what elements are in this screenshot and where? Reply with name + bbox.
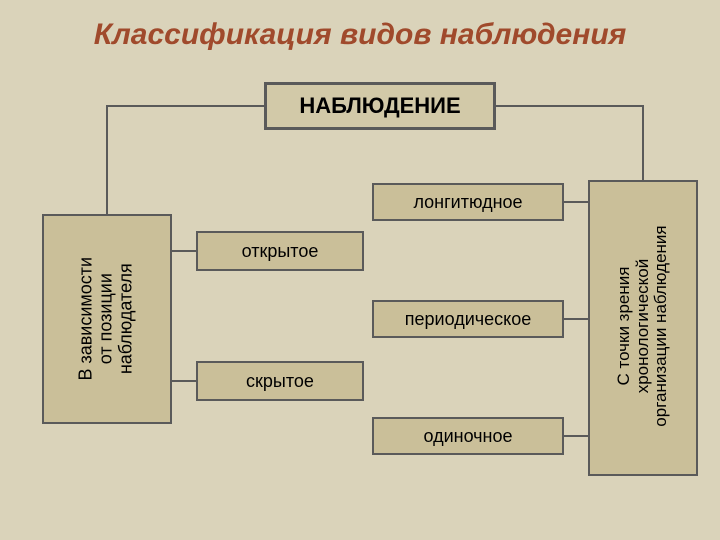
root-label: НАБЛЮДЕНИЕ xyxy=(299,93,460,119)
node-hidden-label: скрытое xyxy=(246,371,314,392)
node-open: открытое xyxy=(196,231,364,271)
node-single: одиночное xyxy=(372,417,564,455)
left-category-label: В зависимости от позиции наблюдателя xyxy=(76,189,135,449)
node-periodic-label: периодическое xyxy=(405,309,531,330)
node-open-label: открытое xyxy=(242,241,319,262)
root-box: НАБЛЮДЕНИЕ xyxy=(264,82,496,130)
node-single-label: одиночное xyxy=(423,426,512,447)
node-periodic: периодическое xyxy=(372,300,564,338)
node-hidden: скрытое xyxy=(196,361,364,401)
node-long: лонгитюдное xyxy=(372,183,564,221)
page-title: Классификация видов наблюдения xyxy=(0,18,720,52)
right-category-label: С точки зрения хронологической организац… xyxy=(615,166,671,486)
node-long-label: лонгитюдное xyxy=(413,192,522,213)
